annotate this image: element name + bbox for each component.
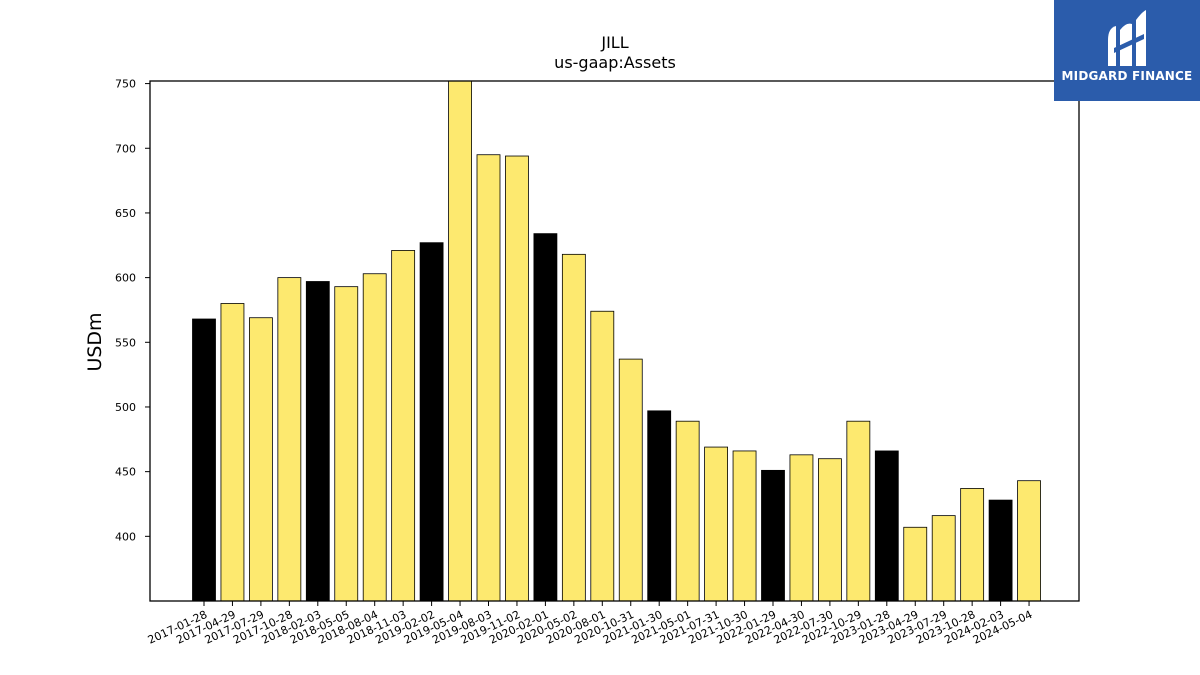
brand-logo: MIDGARD FINANCE bbox=[1054, 0, 1200, 101]
bar-2018-02-03 bbox=[305, 281, 330, 602]
chart-title: JILL bbox=[600, 33, 628, 52]
bar-2024-05-04 bbox=[1017, 480, 1041, 602]
y-axis: 400 450 500 550 600 650 700 750 bbox=[115, 78, 150, 543]
bar-2017-01-28 bbox=[192, 318, 216, 602]
bar-2021-01-30 bbox=[647, 410, 672, 602]
bars bbox=[192, 80, 1041, 602]
y-tick-label: 550 bbox=[115, 336, 136, 349]
bar-2020-08-01 bbox=[590, 310, 615, 602]
bar-2019-08-03 bbox=[476, 154, 501, 602]
x-axis: 2017-01-282017-04-292017-07-292017-10-28… bbox=[146, 601, 1034, 647]
bar-2021-10-30 bbox=[732, 450, 757, 602]
bar-2019-05-04 bbox=[448, 80, 472, 602]
bar-2020-05-02 bbox=[561, 253, 586, 602]
bar-2020-02-01 bbox=[533, 233, 558, 602]
bar-2021-07-31 bbox=[704, 446, 728, 602]
y-tick-label: 450 bbox=[115, 466, 136, 479]
y-tick-label: 650 bbox=[115, 207, 136, 220]
bar-2023-07-29 bbox=[931, 515, 956, 602]
bar-2018-11-03 bbox=[391, 250, 416, 602]
bar-2022-10-29 bbox=[846, 420, 871, 602]
bar-2019-02-02 bbox=[419, 242, 444, 602]
bar-2019-11-02 bbox=[505, 155, 529, 602]
bar-2018-05-05 bbox=[334, 286, 359, 602]
bar-2017-07-29 bbox=[248, 317, 273, 602]
bar-2021-05-01 bbox=[675, 420, 700, 602]
y-tick-label: 400 bbox=[115, 530, 136, 543]
bar-2023-01-28 bbox=[874, 450, 899, 602]
bar-2022-07-30 bbox=[818, 458, 842, 602]
y-tick-label: 700 bbox=[115, 142, 136, 155]
bar-2024-02-03 bbox=[988, 499, 1013, 602]
bar-2017-10-28 bbox=[277, 277, 302, 602]
bar-2022-01-29 bbox=[761, 469, 785, 602]
y-tick-label: 750 bbox=[115, 78, 136, 91]
logo-text: MIDGARD FINANCE bbox=[1061, 69, 1193, 83]
y-tick-label: 600 bbox=[115, 272, 136, 285]
bar-2020-10-31 bbox=[618, 358, 643, 602]
bar-2018-08-04 bbox=[362, 273, 387, 602]
y-axis-label: USDm bbox=[84, 312, 106, 371]
bar-2022-04-30 bbox=[789, 454, 814, 602]
chart-subtitle: us-gaap:Assets bbox=[554, 53, 676, 72]
bar-2023-04-29 bbox=[903, 526, 928, 602]
bar-2023-10-28 bbox=[960, 488, 985, 602]
plot-frame bbox=[149, 80, 1080, 602]
y-tick-label: 500 bbox=[115, 401, 136, 414]
midgard-logo-icon bbox=[1108, 10, 1146, 67]
bar-2017-04-29 bbox=[220, 303, 245, 602]
